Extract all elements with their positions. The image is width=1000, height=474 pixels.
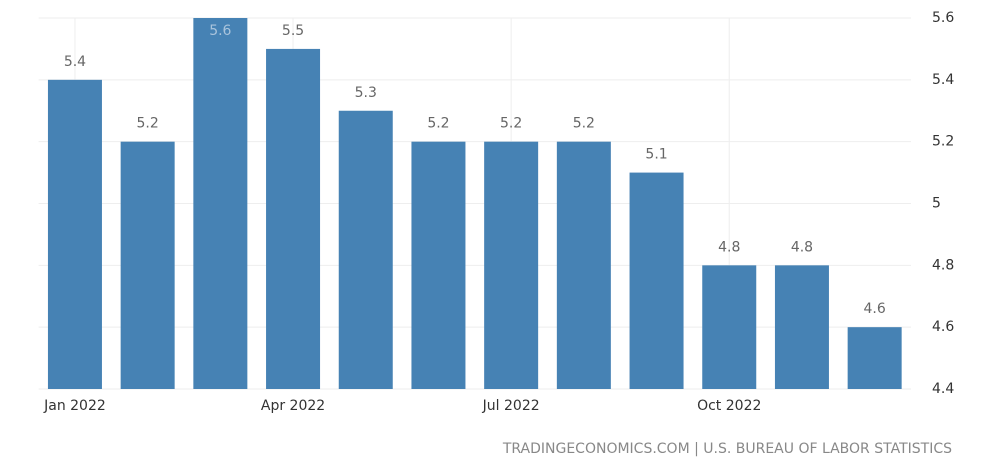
y-tick-label: 5.4	[932, 72, 954, 88]
y-tick-label: 4.4	[932, 381, 954, 397]
bar	[556, 141, 611, 389]
bar	[629, 172, 684, 389]
value-label: 4.8	[791, 239, 813, 255]
bar	[266, 48, 321, 390]
value-label: 5.1	[645, 147, 667, 163]
y-tick-label: 4.6	[932, 319, 954, 335]
bar	[774, 265, 829, 389]
y-tick-label: 5.2	[932, 134, 954, 150]
y-tick-label: 5	[932, 196, 941, 212]
value-label: 5.2	[500, 116, 522, 132]
x-tick-label: Oct 2022	[697, 398, 761, 414]
bar	[411, 141, 466, 389]
bar	[193, 18, 248, 389]
bar	[702, 265, 757, 389]
value-label: 5.2	[427, 116, 449, 132]
x-tick-label: Apr 2022	[261, 398, 325, 414]
value-label: 5.6	[209, 23, 231, 39]
x-tick-label: Jan 2022	[43, 398, 106, 414]
y-tick-label: 5.6	[932, 10, 954, 26]
bar	[484, 141, 539, 389]
value-label: 5.2	[573, 116, 595, 132]
bar	[847, 327, 902, 389]
value-label: 5.2	[137, 116, 159, 132]
x-tick-label: Jul 2022	[482, 398, 540, 414]
bar	[338, 110, 393, 389]
value-label: 4.8	[718, 239, 740, 255]
y-tick-label: 4.8	[932, 257, 954, 273]
value-label: 4.6	[864, 301, 886, 317]
source: TRADINGECONOMICS.COM | U.S. BUREAU OF LA…	[502, 441, 952, 457]
value-label: 5.5	[282, 23, 304, 39]
bar	[47, 79, 102, 389]
bar	[120, 141, 175, 389]
value-label: 5.3	[355, 85, 377, 101]
value-label: 5.4	[64, 54, 86, 70]
